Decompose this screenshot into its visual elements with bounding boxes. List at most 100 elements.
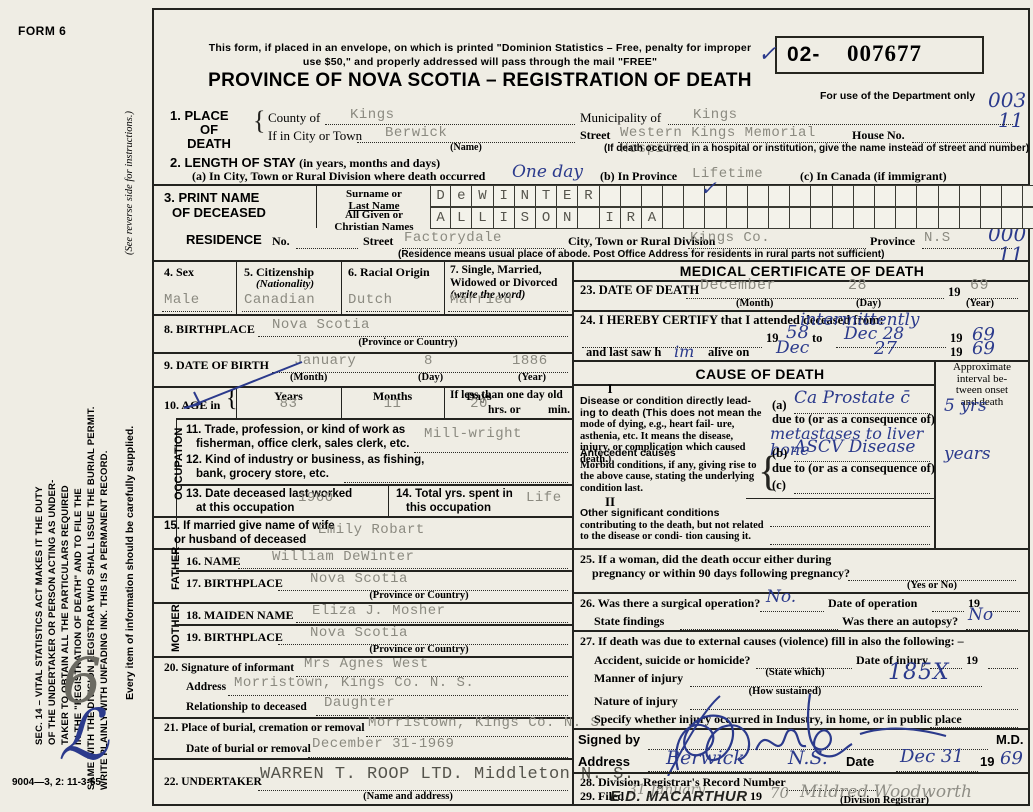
residence-city-field[interactable]: Kings Co. xyxy=(688,230,866,249)
q27-accident-field[interactable] xyxy=(756,654,852,669)
name-cell[interactable] xyxy=(896,185,918,207)
mother-maiden-field[interactable]: Eliza J. Mosher xyxy=(296,603,568,623)
q25-field[interactable] xyxy=(848,566,1016,581)
q26-findings-field[interactable] xyxy=(680,615,838,630)
name-cell[interactable]: D xyxy=(430,185,452,207)
certify-from-field[interactable] xyxy=(582,333,762,348)
q27-manner-field[interactable] xyxy=(690,672,982,687)
municipality-field[interactable]: Kings xyxy=(668,107,1013,125)
name-cell[interactable] xyxy=(938,185,960,207)
name-cell[interactable] xyxy=(663,185,685,207)
length-of-stay-c-field[interactable] xyxy=(950,170,1012,185)
racial-origin-field[interactable]: Dutch xyxy=(346,292,440,312)
total-years-field[interactable]: Life xyxy=(518,490,568,517)
birthplace-field[interactable]: Nova Scotia xyxy=(258,317,568,337)
residence-street-field[interactable]: Factorydale xyxy=(402,230,564,249)
marital-field[interactable]: Married xyxy=(448,292,568,312)
certify-to-field[interactable]: Dec 28 xyxy=(836,324,946,348)
name-cell[interactable]: N xyxy=(557,207,579,229)
name-cell[interactable] xyxy=(938,207,960,229)
name-cell[interactable] xyxy=(853,185,875,207)
name-cell[interactable] xyxy=(917,207,939,229)
date-of-birth-field[interactable]: January 8 1886 xyxy=(272,353,568,373)
name-cell[interactable] xyxy=(578,207,600,229)
name-cell[interactable] xyxy=(1002,207,1024,229)
name-cell[interactable]: I xyxy=(493,185,515,207)
informant-field[interactable]: Mrs Agnes West xyxy=(296,656,568,677)
name-cell[interactable]: e xyxy=(451,185,473,207)
name-cell[interactable] xyxy=(684,207,706,229)
name-cell[interactable] xyxy=(684,185,706,207)
name-cell[interactable] xyxy=(769,185,791,207)
name-cell[interactable] xyxy=(705,207,727,229)
name-cell[interactable] xyxy=(599,185,621,207)
last-worked-field[interactable]: 1960 xyxy=(288,490,374,517)
name-cell[interactable] xyxy=(726,207,748,229)
name-cell[interactable]: R xyxy=(578,185,600,207)
q29-filed-date-field[interactable]: 31 January xyxy=(626,782,746,805)
name-cell[interactable]: I xyxy=(599,207,621,229)
industry-field[interactable] xyxy=(344,468,568,483)
name-cell[interactable] xyxy=(811,207,833,229)
date-of-death-year-field[interactable]: 69 xyxy=(968,277,1018,299)
q27-specify-field[interactable] xyxy=(930,713,1018,728)
q27-nature-field[interactable] xyxy=(690,695,1018,710)
name-cell[interactable] xyxy=(790,207,812,229)
name-cell[interactable] xyxy=(726,185,748,207)
name-cell[interactable] xyxy=(1023,207,1033,229)
burial-field[interactable]: Morristown, Kings Co. N. S. xyxy=(366,715,608,737)
cause-other-field-1[interactable] xyxy=(770,512,930,527)
name-cell[interactable] xyxy=(980,185,1003,207)
father-birthplace-field[interactable]: Nova Scotia xyxy=(278,571,568,591)
name-cell[interactable]: N xyxy=(514,185,536,207)
cause-a-field[interactable]: Ca Prostate c̄ xyxy=(794,388,930,414)
alive-on-field[interactable]: Dec 27 xyxy=(770,338,946,362)
name-cell[interactable] xyxy=(874,207,897,229)
signature-address-field[interactable]: Berwick N.S. xyxy=(648,747,840,772)
q26-date-year-field[interactable] xyxy=(990,597,1020,612)
undertaker-field[interactable]: WARREN T. ROOP LTD. Middleton N. S. xyxy=(258,765,634,791)
name-cell[interactable]: I xyxy=(493,207,515,229)
name-cell[interactable] xyxy=(705,185,727,207)
name-cell[interactable] xyxy=(620,185,642,207)
q28-field[interactable] xyxy=(786,776,876,791)
county-field[interactable]: Kings xyxy=(325,107,575,125)
name-cell[interactable]: O xyxy=(535,207,558,229)
q26-date-field[interactable] xyxy=(932,597,964,612)
burial-date-field[interactable]: December 31-1969 xyxy=(308,736,568,758)
signature-date-field[interactable]: Dec 31 xyxy=(896,746,978,772)
name-cell[interactable] xyxy=(1002,185,1024,207)
name-cell[interactable] xyxy=(747,207,769,229)
q26-field[interactable]: No. xyxy=(760,587,824,612)
date-of-death-field[interactable]: December 28 xyxy=(686,277,944,299)
name-cell[interactable]: T xyxy=(535,185,558,207)
q26-autopsy-field[interactable]: No xyxy=(966,605,1018,630)
name-cell[interactable] xyxy=(747,185,769,207)
name-cell[interactable]: W xyxy=(472,185,494,207)
name-cell[interactable] xyxy=(917,185,939,207)
name-cell[interactable] xyxy=(769,207,791,229)
name-cell[interactable] xyxy=(790,185,812,207)
sex-field[interactable]: Male xyxy=(162,292,232,312)
name-cell[interactable] xyxy=(641,185,664,207)
name-cell[interactable] xyxy=(832,207,854,229)
q27-injury-date-year-field[interactable] xyxy=(988,654,1018,669)
informant-address-field[interactable]: Morristown, Kings Co. N. S. xyxy=(228,675,568,696)
name-cell[interactable] xyxy=(980,207,1003,229)
name-cell[interactable]: E xyxy=(557,185,579,207)
residence-no-field[interactable] xyxy=(296,234,358,249)
name-cell[interactable]: A xyxy=(430,207,452,229)
trade-field[interactable]: Mill-wright xyxy=(414,426,568,453)
name-cell[interactable]: R xyxy=(620,207,642,229)
father-name-field[interactable]: William DeWinter xyxy=(238,549,568,569)
name-cell[interactable]: L xyxy=(451,207,473,229)
informant-relationship-field[interactable]: Daughter xyxy=(316,695,568,716)
name-cell[interactable] xyxy=(811,185,833,207)
residence-province-field[interactable]: N.S xyxy=(922,230,1012,249)
name-cell[interactable] xyxy=(896,207,918,229)
q27-injury-date-field[interactable] xyxy=(930,654,962,669)
cause-c-field[interactable] xyxy=(794,479,930,494)
name-cell[interactable]: L xyxy=(472,207,494,229)
name-cell[interactable] xyxy=(832,185,854,207)
